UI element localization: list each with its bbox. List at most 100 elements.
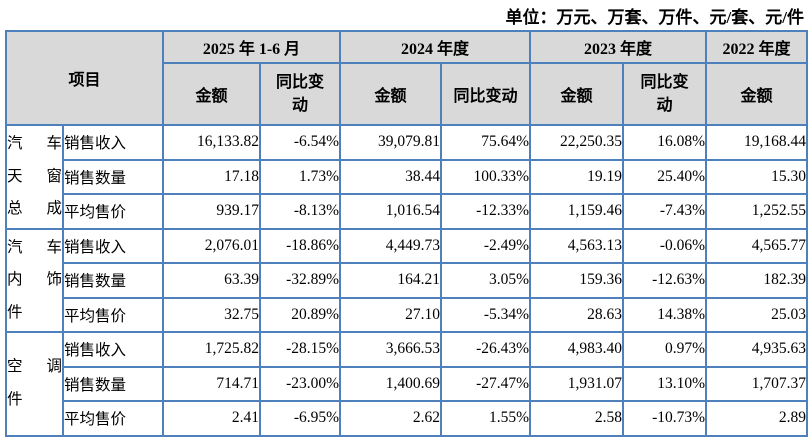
value-cell: -12.63%: [622, 262, 708, 299]
value-cell: -6.95%: [259, 400, 342, 437]
financial-table: 项目 2025 年 1-6 月 2024 年度 2023 年度 2022 年度 …: [4, 30, 809, 437]
value-cell: 164.21: [339, 262, 443, 299]
value-cell: -18.86%: [259, 227, 342, 264]
metric-label: 销售收入: [61, 331, 165, 368]
value-cell: 939.17: [162, 193, 262, 230]
value-cell: 75.64%: [440, 124, 532, 161]
value-cell: 1,016.54: [339, 193, 443, 230]
value-cell: 2.89: [705, 400, 809, 437]
value-cell: 1.55%: [440, 400, 532, 437]
table-row: 销售数量 714.71 -23.00% 1,400.69 -27.47% 1,931.07…: [6, 365, 809, 402]
value-cell: 19.19: [529, 158, 625, 195]
value-cell: 2.58: [529, 400, 625, 437]
col-header-yoy-2025: 同比变动: [259, 62, 342, 126]
value-cell: 17.18: [162, 158, 262, 195]
col-header-2024: 2024 年度: [339, 30, 532, 64]
value-cell: -5.34%: [440, 296, 532, 333]
group-label-line: 总 成: [7, 200, 62, 217]
value-cell: -6.54%: [259, 124, 342, 161]
value-cell: 2.62: [339, 400, 443, 437]
value-cell: -32.89%: [259, 262, 342, 299]
value-cell: 32.75: [162, 296, 262, 333]
value-cell: -26.43%: [440, 331, 532, 368]
value-cell: 182.39: [705, 262, 809, 299]
col-header-amount-2025: 金额: [162, 62, 262, 126]
value-cell: 1,931.07: [529, 365, 625, 402]
value-cell: 63.39: [162, 262, 262, 299]
value-cell: -7.43%: [622, 193, 708, 230]
table-row: 汽 车天 窗总 成销售收入 16,133.82 -6.54% 39,079.81 75.…: [5, 124, 809, 230]
value-cell: 2.41: [162, 400, 262, 437]
table-body: 汽 车天 窗总 成销售收入 16,133.82 -6.54% 39,079.81 75.…: [5, 124, 809, 437]
metric-label: 平均售价: [61, 193, 165, 230]
yoy-label: 同比变动: [276, 73, 325, 114]
value-cell: 22,250.35: [529, 124, 625, 161]
col-header-yoy-2023: 同比变动: [622, 62, 708, 126]
group-label: 汽 车内 饰件: [5, 227, 64, 333]
group-label-line: 件: [7, 303, 23, 321]
value-cell: 4,563.13: [529, 227, 625, 264]
value-cell: -27.47%: [440, 365, 532, 402]
group-label-line: 空 调: [7, 358, 62, 376]
value-cell: 38.44: [339, 158, 443, 195]
col-header-amount-2023: 金额: [529, 62, 625, 126]
value-cell: 0.97%: [622, 331, 708, 368]
value-cell: 100.33%: [440, 158, 532, 195]
unit-note: 单位：万元、万套、万件、元/套、元/件: [505, 8, 804, 27]
value-cell: 16.08%: [622, 124, 708, 161]
value-cell: 39,079.81: [339, 124, 443, 161]
group-label: 汽 车天 窗总 成: [5, 124, 64, 230]
value-cell: 1,400.69: [339, 365, 443, 402]
value-cell: 27.10: [339, 296, 443, 333]
table-row: 销售数量 17.18 1.73% 38.44 100.33% 19.19 25.40% 15.…: [6, 158, 809, 195]
metric-label: 销售数量: [61, 262, 165, 299]
table-row: 平均售价 32.75 20.89% 27.10 -5.34% 28.63 14.38% 25.…: [6, 296, 809, 333]
col-header-2025: 2025 年 1-6 月: [162, 30, 342, 64]
col-header-amount-2022: 金额: [705, 62, 809, 126]
yoy-label: 同比变动: [640, 73, 689, 114]
table-row: 平均售价 2.41 -6.95% 2.62 1.55% 2.58 -10.73% 2.89: [6, 400, 809, 437]
value-cell: -0.06%: [622, 227, 708, 264]
value-cell: 1.73%: [259, 158, 342, 195]
col-header-2023: 2023 年度: [529, 30, 708, 64]
col-header-yoy-2024: 同比变动: [440, 62, 532, 126]
value-cell: 3.05%: [440, 262, 532, 299]
value-cell: 16,133.82: [162, 124, 262, 161]
metric-label: 平均售价: [61, 400, 165, 437]
value-cell: 1,707.37: [705, 365, 809, 402]
metric-label: 销售收入: [61, 124, 165, 161]
value-cell: 15.30: [705, 158, 809, 195]
metric-label: 平均售价: [61, 296, 165, 333]
col-header-amount-2024: 金额: [339, 62, 443, 126]
value-cell: -28.15%: [259, 331, 342, 368]
table-row: 汽 车内 饰件销售收入 2,076.01 -18.86% 4,449.73 -2.49%…: [5, 227, 809, 333]
value-cell: 1,159.46: [529, 193, 625, 230]
value-cell: 20.89%: [259, 296, 342, 333]
header-row-periods: 项目 2025 年 1-6 月 2024 年度 2023 年度 2022 年度: [4, 30, 809, 126]
value-cell: 25.40%: [622, 158, 708, 195]
metric-label: 销售数量: [61, 158, 165, 195]
value-cell: 4,935.63: [705, 331, 809, 368]
value-cell: 25.03: [705, 296, 809, 333]
value-cell: 3,666.53: [339, 331, 443, 368]
value-cell: -23.00%: [259, 365, 342, 402]
value-cell: 14.38%: [622, 296, 708, 333]
header-row-measures: 金额 同比变动 金额 同比变动 金额 同比变动 金额: [6, 62, 809, 126]
group-label-line: 天 窗: [7, 167, 62, 185]
value-cell: 1,725.82: [162, 331, 262, 368]
table-row: 空 调件 销售收入 1,725.82 -28.15% 3,666.53 -26.43% 4,…: [5, 331, 809, 437]
value-cell: 13.10%: [622, 365, 708, 402]
value-cell: 4,449.73: [339, 227, 443, 264]
value-cell: -8.13%: [259, 193, 342, 230]
group-label-line: 内 饰: [7, 271, 62, 288]
value-cell: 19,168.44: [705, 124, 809, 161]
value-cell: 1,252.55: [705, 193, 809, 230]
value-cell: 159.36: [529, 262, 625, 299]
value-cell: -10.73%: [622, 400, 708, 437]
value-cell: 714.71: [162, 365, 262, 402]
value-cell: -12.33%: [440, 193, 532, 230]
group-label-line: 汽 车: [7, 238, 62, 256]
value-cell: 28.63: [529, 296, 625, 333]
group-label-line: 件: [7, 390, 23, 408]
metric-label: 销售数量: [61, 365, 165, 402]
